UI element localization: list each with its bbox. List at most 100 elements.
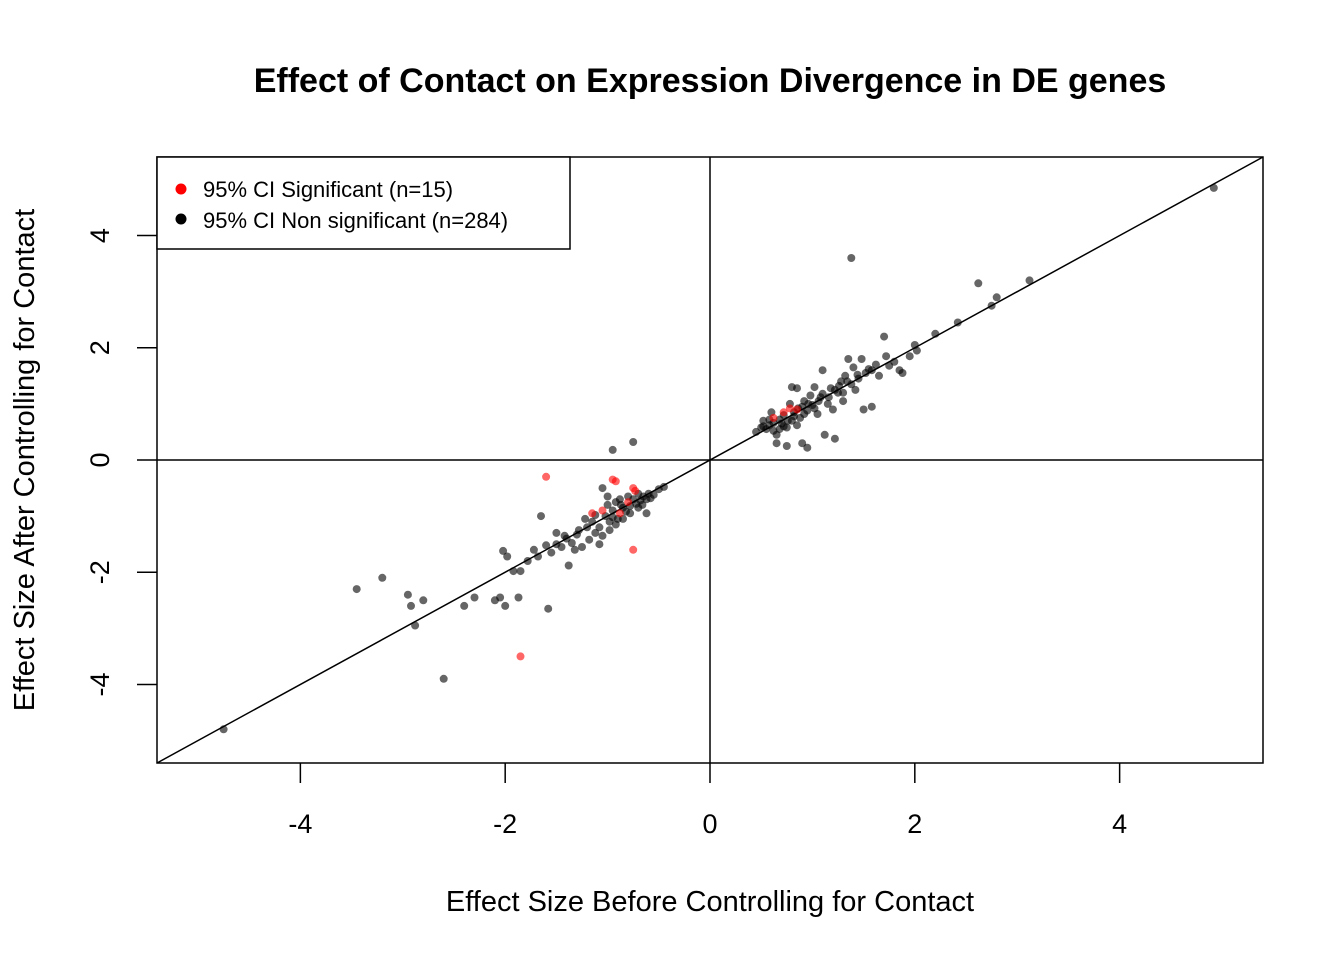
data-point-nonsignificant	[853, 370, 862, 379]
x-axis-label: Effect Size Before Controlling for Conta…	[446, 886, 974, 918]
data-point-nonsignificant	[516, 567, 525, 576]
data-point-nonsignificant	[912, 346, 921, 355]
data-point-nonsignificant	[987, 301, 996, 310]
data-point-nonsignificant	[570, 545, 579, 554]
data-point-significant	[588, 509, 597, 518]
y-axis-label: Effect Size After Controlling for Contac…	[9, 209, 41, 711]
data-point-nonsignificant	[1025, 276, 1034, 285]
data-point-nonsignificant	[828, 405, 837, 414]
data-point-nonsignificant	[595, 523, 604, 532]
legend-marker-nonsignificant	[175, 213, 187, 225]
data-point-nonsignificant	[595, 540, 604, 549]
data-point-nonsignificant	[638, 500, 647, 509]
data-point-significant	[631, 486, 640, 495]
data-point-nonsignificant	[839, 388, 848, 397]
data-point-nonsignificant	[814, 397, 823, 406]
data-point-nonsignificant	[649, 490, 658, 499]
data-point-significant	[598, 506, 607, 515]
data-point-nonsignificant	[818, 389, 827, 398]
data-point-significant	[629, 545, 638, 554]
data-point-nonsignificant	[905, 352, 914, 361]
data-point-nonsignificant	[820, 430, 829, 439]
data-point-nonsignificant	[419, 596, 428, 605]
data-point-significant	[793, 405, 801, 414]
x-tick-label: 2	[907, 809, 922, 839]
data-point-significant	[769, 413, 778, 422]
data-point-nonsignificant	[542, 541, 551, 550]
data-point-nonsignificant	[608, 506, 617, 515]
data-point-nonsignificant	[823, 399, 832, 408]
data-point-nonsignificant	[219, 725, 228, 734]
data-point-nonsignificant	[581, 514, 590, 523]
data-point-nonsignificant	[547, 548, 556, 557]
data-point-nonsignificant	[849, 363, 858, 372]
data-point-nonsignificant	[591, 528, 600, 537]
data-point-nonsignificant	[503, 552, 512, 561]
data-point-nonsignificant	[616, 500, 625, 509]
data-point-nonsignificant	[585, 535, 594, 544]
data-point-nonsignificant	[882, 352, 891, 361]
data-point-significant	[615, 509, 624, 518]
data-point-nonsignificant	[659, 482, 668, 491]
data-point-nonsignificant	[843, 377, 852, 386]
data-point-nonsignificant	[557, 543, 566, 551]
data-point-nonsignificant	[800, 410, 809, 418]
data-point-nonsignificant	[501, 601, 510, 610]
data-point-nonsignificant	[509, 567, 518, 576]
data-point-nonsignificant	[790, 412, 798, 421]
data-point-nonsignificant	[608, 445, 617, 454]
legend-box	[156, 156, 571, 250]
data-point-nonsignificant	[470, 593, 479, 602]
data-point-nonsignificant	[552, 528, 561, 537]
legend-marker-significant	[175, 183, 187, 195]
data-point-nonsignificant	[605, 526, 614, 535]
legend: 95% CI Significant (n=15) 95% CI Non sig…	[156, 156, 571, 250]
data-point-nonsignificant	[783, 416, 792, 425]
data-point-nonsignificant	[759, 422, 768, 431]
data-point-nonsignificant	[830, 434, 839, 443]
data-point-nonsignificant	[407, 601, 415, 610]
data-point-nonsignificant	[880, 332, 889, 341]
data-point-nonsignificant	[810, 404, 819, 413]
data-point-nonsignificant	[931, 329, 940, 338]
data-point-significant	[779, 408, 788, 417]
data-point-significant	[611, 477, 620, 486]
data-point-nonsignificant	[992, 293, 1001, 302]
data-point-nonsignificant	[403, 590, 412, 599]
data-point-nonsignificant	[564, 561, 573, 570]
data-point-nonsignificant	[835, 381, 843, 390]
data-point-nonsignificant	[378, 573, 387, 582]
data-point-nonsignificant	[603, 500, 612, 509]
data-point-nonsignificant	[867, 402, 876, 411]
x-tick-label: 4	[1112, 809, 1127, 839]
y-tick-label: 2	[85, 340, 115, 355]
data-point-nonsignificant	[772, 439, 781, 448]
data-point-nonsignificant	[460, 601, 469, 610]
data-point-nonsignificant	[844, 355, 853, 363]
x-tick-label: 0	[702, 809, 717, 839]
data-point-nonsignificant	[598, 531, 607, 540]
x-tick-label: -4	[288, 809, 312, 839]
data-point-nonsignificant	[439, 674, 448, 683]
x-axis: -4 -2 0 2 4	[288, 763, 1127, 839]
data-point-nonsignificant	[496, 593, 505, 602]
data-point-nonsignificant	[578, 543, 586, 551]
data-point-nonsignificant	[608, 513, 617, 522]
legend-label-nonsignificant: 95% CI Non significant (n=284)	[203, 208, 508, 233]
data-point-nonsignificant	[875, 371, 883, 380]
data-point-nonsignificant	[642, 509, 651, 518]
data-point-significant	[785, 404, 794, 413]
data-point-nonsignificant	[857, 355, 866, 363]
data-point-nonsignificant	[847, 254, 856, 262]
data-point-nonsignificant	[537, 512, 545, 521]
data-point-nonsignificant	[839, 397, 848, 406]
x-tick-label: -2	[493, 809, 517, 839]
data-point-nonsignificant	[974, 279, 983, 288]
data-point-nonsignificant	[598, 484, 607, 493]
data-point-nonsignificant	[1209, 183, 1218, 192]
data-point-nonsignificant	[603, 492, 612, 501]
plot-area	[156, 156, 1264, 764]
data-point-nonsignificant	[804, 399, 813, 408]
y-axis: -4 -2 0 2 4	[85, 228, 157, 696]
